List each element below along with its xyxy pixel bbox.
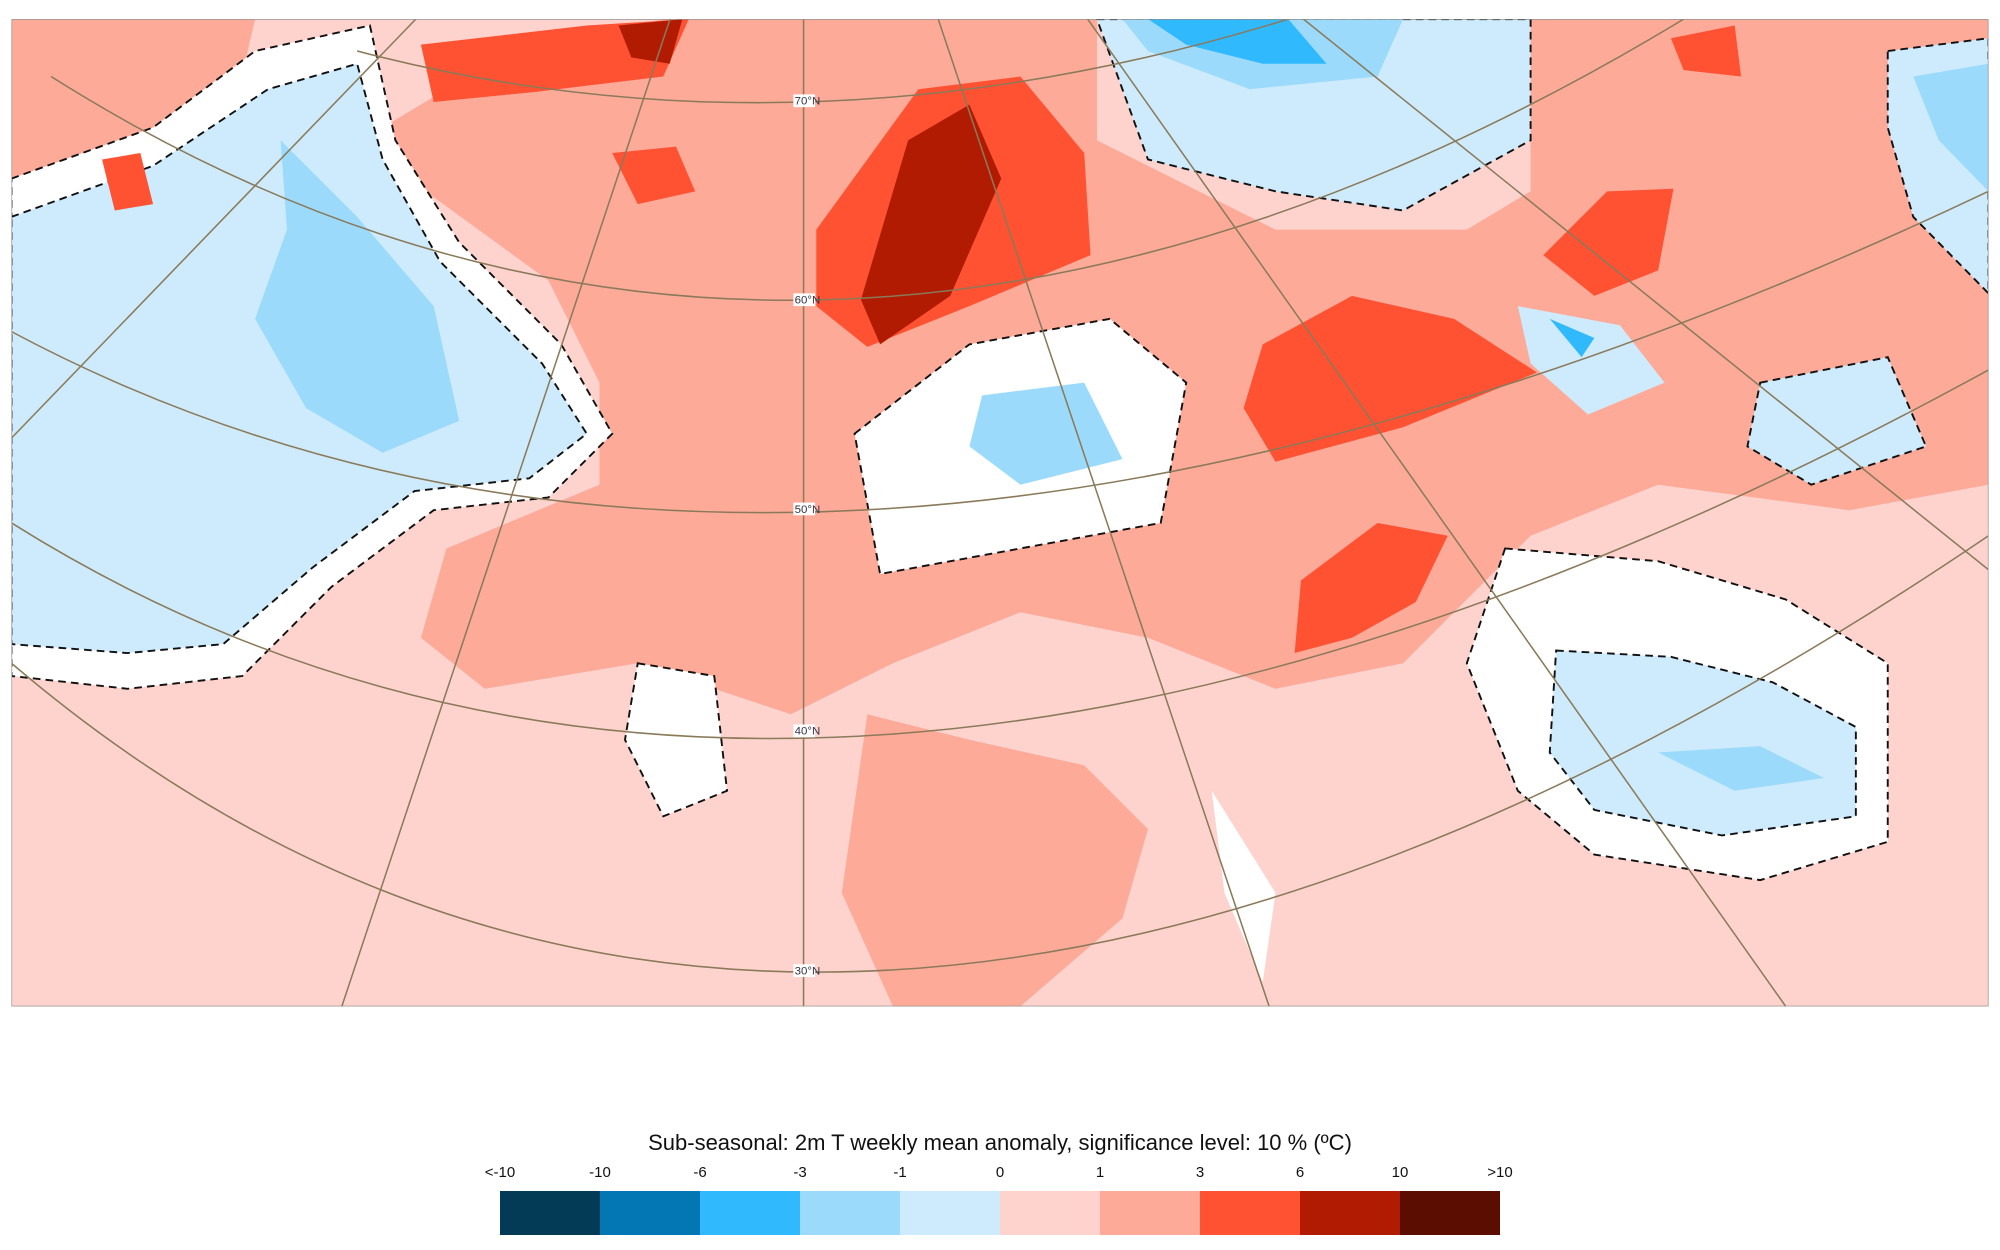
anomaly-region-minus6-minus3 [1147, 19, 1327, 64]
anomaly-region-3-6 [420, 19, 689, 103]
anomaly-region-3-6 [1243, 295, 1537, 462]
anomaly-region-minus3-minus1 [1913, 63, 1989, 192]
lat-label-50: 50°N [795, 504, 821, 516]
colorbar-swatch [1200, 1191, 1300, 1235]
anomaly-region-3-6 [612, 146, 696, 205]
lat-label-40: 40°N [795, 726, 821, 738]
colorbar-tick-label: -1 [893, 1164, 907, 1181]
anomaly-map: 70°N 60°N 50°N 40°N 30°N [11, 19, 1989, 1007]
colorbar-tick-label: 0 [995, 1164, 1005, 1181]
anomaly-region-minus3-minus1 [255, 140, 460, 453]
anomaly-region-minus1-0 [1517, 306, 1665, 415]
lat-label-70: 70°N [795, 96, 821, 108]
colorbar-swatch [700, 1191, 800, 1235]
colorbar [500, 1191, 1500, 1235]
anomaly-region-minus6-minus3 [1549, 318, 1595, 358]
anomaly-region-3-6 [1670, 25, 1742, 77]
colorbar-tick-label: 6 [1295, 1164, 1305, 1181]
graticule [11, 19, 1989, 1007]
anomaly-region-1-3 [382, 19, 1989, 715]
colorbar-tick-label: -6 [693, 1164, 707, 1181]
colorbar-tick-label: >10 [1487, 1164, 1513, 1181]
anomaly-region-minus3-minus1 [1658, 746, 1824, 791]
colorbar-swatch [900, 1191, 1000, 1235]
colorbar-tick-label: -10 [589, 1164, 611, 1181]
colorbar-swatch [1000, 1191, 1100, 1235]
anomaly-region-neutral [1211, 790, 1276, 983]
anomaly-region-3-6 [1543, 188, 1674, 296]
colorbar-swatch [800, 1191, 900, 1235]
colorbar-swatch [600, 1191, 700, 1235]
anomaly-region-6-10 [860, 104, 1002, 345]
anomaly-region-3-6 [102, 153, 154, 211]
anomaly-region-3-6 [1294, 522, 1448, 654]
legend-title: Sub-seasonal: 2m T weekly mean anomaly, … [648, 1130, 1352, 1155]
colorbar-tick-label: 3 [1195, 1164, 1205, 1181]
colorbar-swatch [1100, 1191, 1200, 1235]
lat-label-30: 30°N [795, 965, 821, 977]
anomaly-region-neutral [624, 662, 729, 818]
colorbar-swatch [500, 1191, 600, 1235]
colorbar-tick-label: <-10 [484, 1164, 516, 1181]
anomaly-region-minus1-0 [1548, 649, 1857, 837]
anomaly-region-minus3-minus1 [969, 382, 1123, 485]
lat-label-60: 60°N [795, 295, 821, 307]
latitude-labels: 70°N 60°N 50°N 40°N 30°N [793, 94, 820, 977]
colorbar-tick-label: 10 [1391, 1164, 1409, 1181]
colorbar-tick-label: 1 [1095, 1164, 1105, 1181]
colorbar-swatch [1300, 1191, 1400, 1235]
colorbar-labels: <-10 -10 -6 -3 -1 0 1 3 6 10 >10 [485, 1164, 1513, 1184]
anomaly-region-1-3 [841, 714, 1148, 1007]
colorbar-tick-label: -3 [793, 1164, 807, 1181]
anomaly-region-minus1-0 [1746, 356, 1928, 486]
colorbar-swatch [1400, 1191, 1500, 1235]
